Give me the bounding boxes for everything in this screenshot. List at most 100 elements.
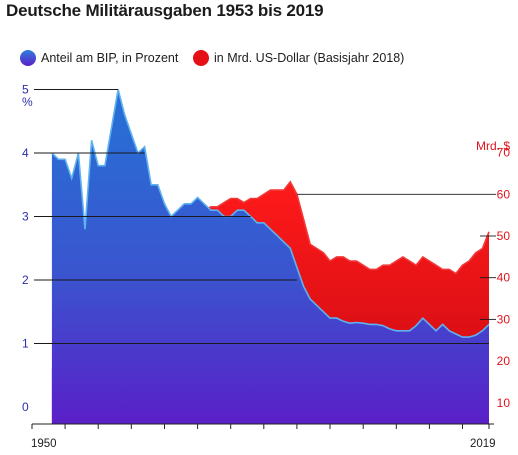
gdp-share-point-1978 bbox=[216, 209, 218, 211]
gdp-share-point-2017 bbox=[475, 334, 477, 336]
usd-point-2018 bbox=[481, 247, 483, 249]
usd-point-2010 bbox=[428, 260, 430, 262]
legend-swatch-usd bbox=[193, 50, 209, 66]
gdp-share-point-1993 bbox=[316, 304, 318, 306]
gdp-share-point-1963 bbox=[117, 88, 119, 90]
usd-point-1957 bbox=[77, 343, 79, 345]
gdp-share-point-1954 bbox=[57, 158, 59, 160]
gdp-share-point-1970 bbox=[163, 203, 165, 205]
gdp-share-point-2000 bbox=[362, 322, 364, 324]
usd-point-2001 bbox=[369, 268, 371, 270]
left-tick-label-3: 3 bbox=[22, 210, 29, 224]
gdp-share-point-1981 bbox=[236, 209, 238, 211]
gdp-share-point-1972 bbox=[177, 209, 179, 211]
usd-point-1955 bbox=[64, 360, 66, 362]
usd-point-1953 bbox=[51, 368, 53, 370]
gdp-share-point-2008 bbox=[415, 325, 417, 327]
usd-point-1970 bbox=[163, 252, 165, 254]
gdp-share-point-1967 bbox=[143, 146, 145, 148]
usd-point-1966 bbox=[137, 260, 139, 262]
gdp-share-point-1969 bbox=[157, 184, 159, 186]
usd-point-1990 bbox=[296, 193, 298, 195]
usd-point-1956 bbox=[71, 364, 73, 366]
gdp-share-point-1971 bbox=[170, 215, 172, 217]
left-axis-tick-labels: 0 1 2 3 4 5 bbox=[22, 83, 29, 415]
usd-point-1982 bbox=[243, 201, 245, 203]
left-tick-label-4: 4 bbox=[22, 146, 29, 160]
usd-point-1996 bbox=[336, 256, 338, 258]
usd-point-1995 bbox=[329, 260, 331, 262]
gdp-share-point-2018 bbox=[481, 330, 483, 332]
gdp-share-point-1983 bbox=[249, 215, 251, 217]
x-axis-ticks bbox=[31, 424, 490, 429]
usd-point-1968 bbox=[150, 277, 152, 279]
gdp-share-point-1962 bbox=[110, 126, 112, 128]
usd-point-1959 bbox=[90, 322, 92, 324]
usd-point-1954 bbox=[57, 368, 59, 370]
gdp-share-point-1976 bbox=[203, 203, 205, 205]
left-axis-unit-label: % bbox=[22, 95, 33, 109]
gdp-share-point-2002 bbox=[375, 323, 377, 325]
usd-axis-leader-lines bbox=[296, 193, 496, 320]
usd-point-2002 bbox=[375, 268, 377, 270]
usd-point-1988 bbox=[283, 189, 285, 191]
gdp-share-point-1985 bbox=[263, 222, 265, 224]
right-tick-label-10: 10 bbox=[497, 396, 511, 410]
right-tick-label-30: 30 bbox=[497, 312, 511, 326]
legend-swatch-share-gdp bbox=[20, 50, 36, 66]
gdp-share-point-1958 bbox=[84, 228, 86, 230]
usd-point-2016 bbox=[468, 260, 470, 262]
gdp-share-point-1994 bbox=[322, 311, 324, 313]
usd-point-1985 bbox=[263, 193, 265, 195]
gdp-share-point-2006 bbox=[402, 330, 404, 332]
gdp-share-point-2012 bbox=[441, 323, 443, 325]
usd-point-2017 bbox=[475, 252, 477, 254]
gdp-share-point-1957 bbox=[77, 152, 79, 154]
usd-point-2008 bbox=[415, 264, 417, 266]
usd-point-2004 bbox=[389, 264, 391, 266]
usd-point-1978 bbox=[216, 206, 218, 208]
left-tick-label-5: 5 bbox=[22, 83, 29, 97]
gdp-share-point-2001 bbox=[369, 323, 371, 325]
usd-point-1974 bbox=[190, 218, 192, 220]
gdp-share-point-1979 bbox=[223, 215, 225, 217]
gdp-share-point-1964 bbox=[124, 114, 126, 116]
gdp-share-point-1982 bbox=[243, 209, 245, 211]
usd-point-1971 bbox=[170, 235, 172, 237]
right-tick-label-60: 60 bbox=[497, 187, 511, 201]
usd-point-2013 bbox=[448, 268, 450, 270]
left-tick-label-0: 0 bbox=[22, 400, 29, 414]
usd-point-1961 bbox=[104, 306, 106, 308]
gdp-share-point-2011 bbox=[435, 330, 437, 332]
gdp-share-series-area bbox=[51, 89, 490, 424]
gdp-share-point-1998 bbox=[349, 322, 351, 324]
gdp-share-point-2019 bbox=[488, 323, 490, 325]
usd-point-1967 bbox=[143, 252, 145, 254]
gdp-share-point-2015 bbox=[461, 336, 463, 338]
usd-point-1980 bbox=[230, 197, 232, 199]
usd-point-2019 bbox=[488, 231, 490, 233]
usd-point-1989 bbox=[289, 181, 291, 183]
left-tick-label-1: 1 bbox=[22, 337, 29, 351]
right-tick-label-40: 40 bbox=[497, 271, 511, 285]
gdp-share-point-1974 bbox=[190, 203, 192, 205]
gdp-share-point-1999 bbox=[355, 321, 357, 323]
x-tick-label-start: 1950 bbox=[31, 438, 57, 450]
x-tick-label-end: 2019 bbox=[470, 438, 496, 450]
gdp-share-point-1961 bbox=[104, 165, 106, 167]
gdp-share-point-1995 bbox=[329, 317, 331, 319]
usd-point-2005 bbox=[395, 260, 397, 262]
gdp-share-point-1992 bbox=[309, 298, 311, 300]
usd-point-2012 bbox=[441, 268, 443, 270]
usd-point-2009 bbox=[422, 256, 424, 258]
chart-title: Deutsche Militärausgaben 1953 bis 2019 bbox=[6, 1, 324, 20]
gdp-share-point-1956 bbox=[71, 177, 73, 179]
gdp-share-point-2016 bbox=[468, 336, 470, 338]
gdp-axis-leader-lines bbox=[34, 89, 489, 344]
gdp-share-point-2003 bbox=[382, 325, 384, 327]
gdp-share-point-2013 bbox=[448, 330, 450, 332]
gdp-share-point-1965 bbox=[130, 133, 132, 135]
right-tick-label-70: 70 bbox=[497, 146, 511, 160]
usd-point-1997 bbox=[342, 256, 344, 258]
